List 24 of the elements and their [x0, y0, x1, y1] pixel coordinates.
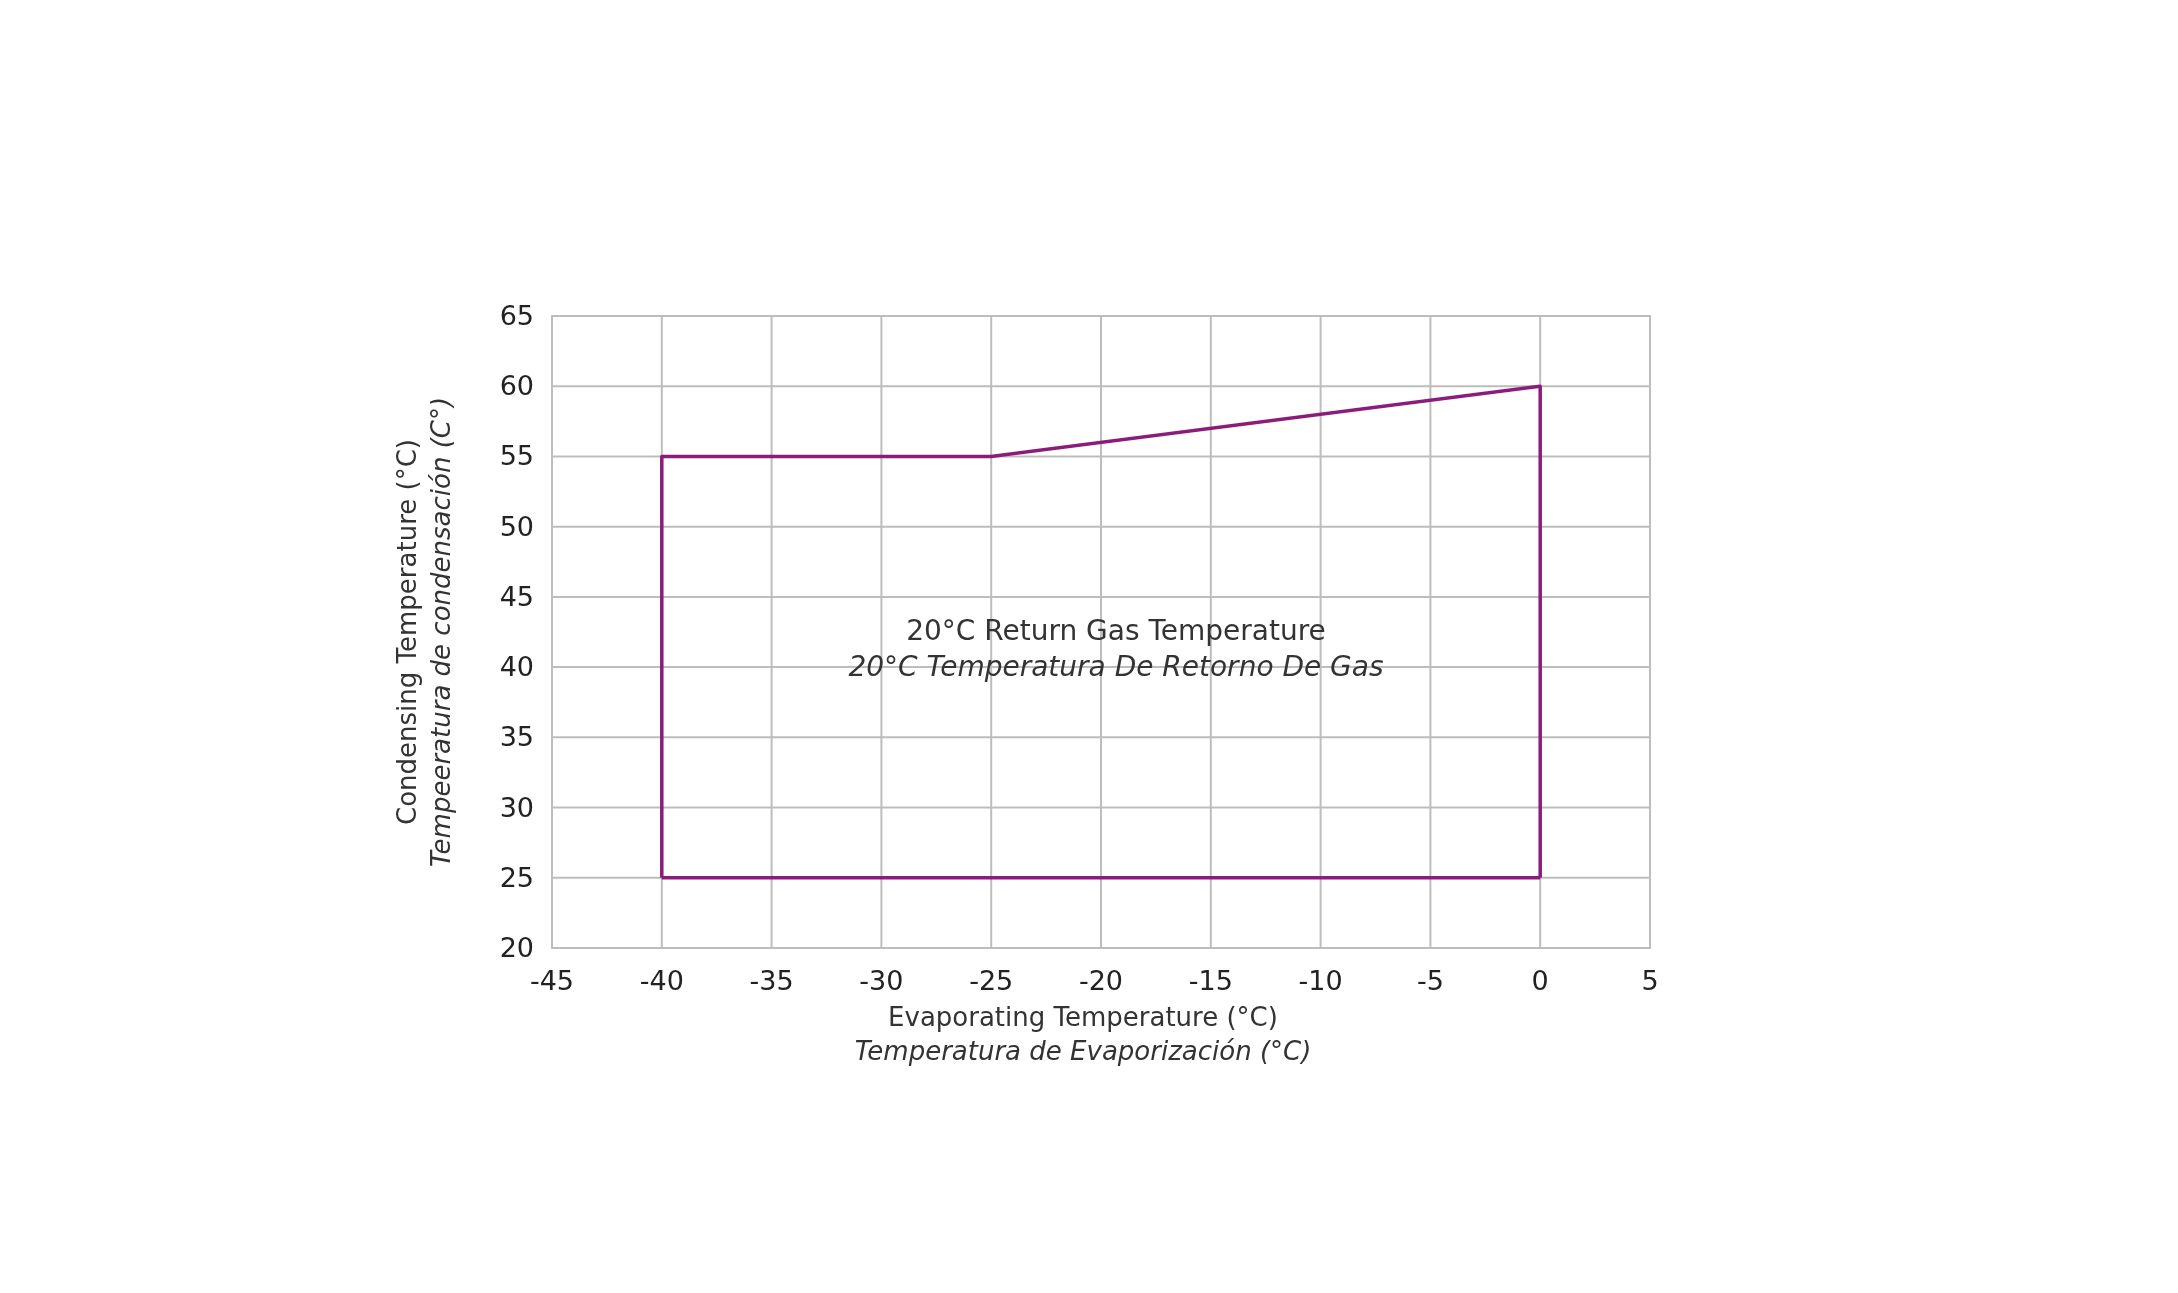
- y-tick-label: 30: [499, 791, 534, 823]
- y-tick-label: 20: [499, 932, 534, 963]
- x-tick-label: -40: [639, 965, 684, 996]
- y-tick-label: 50: [499, 510, 534, 542]
- y-tick-label: 45: [499, 580, 534, 612]
- x-tick-label: -5: [1416, 965, 1444, 996]
- y-tick-label: 65: [499, 300, 534, 331]
- y-tick-label: 60: [499, 370, 534, 402]
- y-axis-title: Condensing Temperature (°C) Tempeeratura de condensación (C°): [392, 396, 456, 868]
- annotation: 20°C Return Gas Temperature 20°C Temperatura De Retorno De Gas: [848, 614, 1384, 684]
- y-tick-label: 25: [499, 861, 534, 893]
- x-tick-label: -15: [1188, 965, 1233, 996]
- x-tick-label: -10: [1298, 965, 1343, 996]
- x-axis-title: Evaporating Temperature (°C) Temperatura de Evaporización (°C): [854, 1002, 1312, 1066]
- x-tick-label: -45: [529, 965, 575, 996]
- x-tick-label: -25: [969, 965, 1014, 996]
- y-tick-label: 40: [499, 651, 534, 683]
- x-tick-label: 0: [1531, 965, 1549, 996]
- x-tick-label: -35: [749, 965, 794, 996]
- y-tick-label: 35: [499, 721, 534, 753]
- x-tick-label: -20: [1078, 965, 1124, 996]
- x-tick-label: 5: [1641, 965, 1659, 996]
- y-tick-label: 55: [499, 440, 534, 472]
- x-tick-label: -30: [859, 965, 904, 996]
